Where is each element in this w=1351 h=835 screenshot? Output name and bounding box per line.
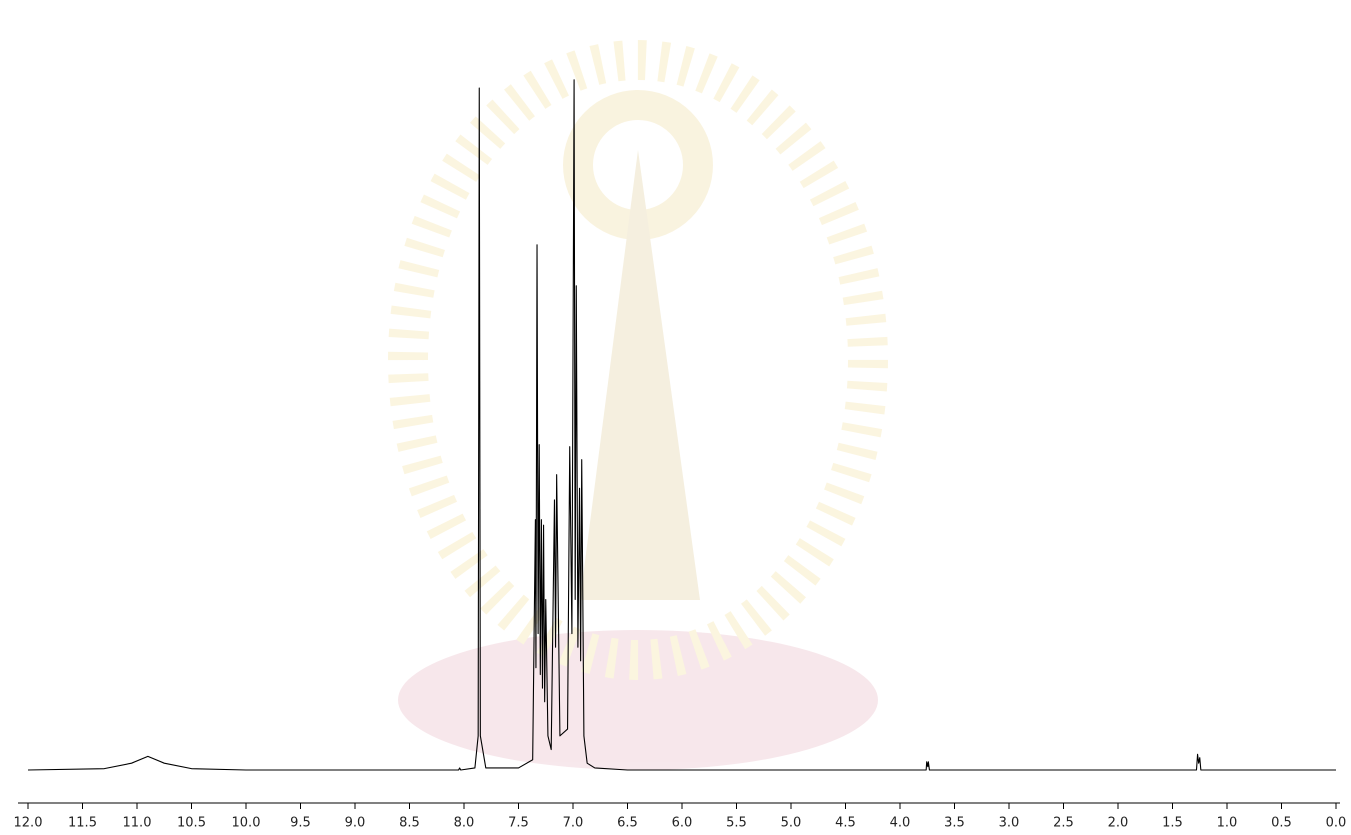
x-tick-label: 6.0 xyxy=(672,816,693,831)
x-tick-label: 6.5 xyxy=(617,816,638,831)
x-tick-label: 8.0 xyxy=(454,816,475,831)
x-tick-label: 7.0 xyxy=(563,816,584,831)
x-tick-label: 3.0 xyxy=(999,816,1020,831)
x-tick-label: 5.0 xyxy=(781,816,802,831)
x-tick-label: 4.5 xyxy=(835,816,856,831)
x-tick-label: 1.0 xyxy=(1217,816,1238,831)
x-tick-label: 3.5 xyxy=(944,816,965,831)
x-tick-label: 4.0 xyxy=(890,816,911,831)
x-tick-label: 0.5 xyxy=(1271,816,1292,831)
x-tick-label: 0.0 xyxy=(1326,816,1347,831)
x-tick-label: 11.5 xyxy=(68,816,97,831)
x-tick-label: 8.5 xyxy=(399,816,420,831)
x-tick-label: 5.5 xyxy=(726,816,747,831)
x-tick-label: 2.5 xyxy=(1053,816,1074,831)
watermark xyxy=(388,40,888,770)
x-tick-label: 10.0 xyxy=(232,816,261,831)
x-tick-label: 10.5 xyxy=(177,816,206,831)
x-tick-label: 9.5 xyxy=(290,816,311,831)
spectrum-line xyxy=(27,79,1336,771)
x-tick-label: 2.0 xyxy=(1108,816,1129,831)
x-tick-label: 7.5 xyxy=(508,816,529,831)
x-tick-label: 9.0 xyxy=(345,816,366,831)
x-tick-label: 12.0 xyxy=(14,816,43,831)
x-tick-label: 11.0 xyxy=(123,816,152,831)
x-tick-label: 1.5 xyxy=(1162,816,1183,831)
